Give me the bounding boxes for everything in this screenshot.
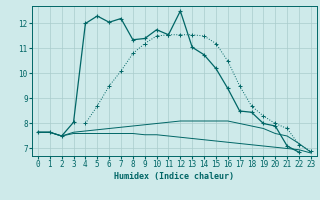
X-axis label: Humidex (Indice chaleur): Humidex (Indice chaleur) [115,172,234,181]
